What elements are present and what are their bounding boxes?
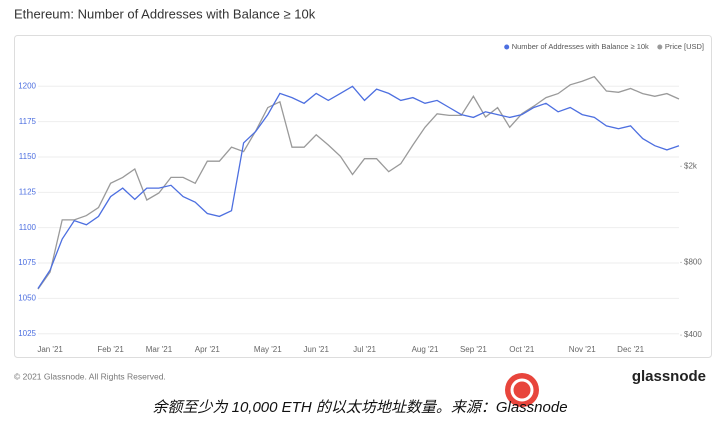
x-tick-label: Mar '21 — [146, 345, 173, 354]
x-tick-label: Sep '21 — [460, 345, 487, 354]
legend-label: Number of Addresses with Balance ≥ 10k — [512, 42, 649, 51]
legend-swatch — [504, 44, 510, 50]
y-tick-label: 1150 — [19, 152, 37, 161]
watermark-icon-ring — [510, 378, 534, 402]
y-tick-label: 1100 — [19, 223, 37, 232]
y-tick-label: 1025 — [18, 329, 36, 338]
x-tick-label: Jun '21 — [303, 345, 329, 354]
y-tick-label: 1200 — [18, 81, 36, 90]
x-tick-label: Jul '21 — [353, 345, 376, 354]
copyright: © 2021 Glassnode. All Rights Reserved. — [14, 371, 166, 381]
y2-tick-label: $2k — [684, 161, 698, 170]
series-line — [37, 75, 680, 290]
y2-tick-label: $400 — [684, 330, 702, 339]
legend-label: Price [USD] — [665, 42, 704, 51]
x-tick-label: Dec '21 — [617, 345, 644, 354]
x-tick-label: May '21 — [254, 345, 282, 354]
x-tick-label: Nov '21 — [569, 345, 596, 354]
series-line — [37, 85, 680, 289]
y-tick-label: 1125 — [19, 187, 37, 196]
x-tick-label: Oct '21 — [509, 345, 535, 354]
x-tick-label: Jan '21 — [37, 345, 63, 354]
x-tick-label: Aug '21 — [412, 345, 439, 354]
x-tick-label: Apr '21 — [195, 345, 221, 354]
y2-tick-label: $800 — [684, 258, 702, 267]
chart-frame — [14, 35, 712, 358]
y-tick-label: 1175 — [19, 117, 37, 126]
caption: 余额至少为 10,000 ETH 的以太坊地址数量。来源：Glassnode — [152, 399, 567, 416]
brand-logo: glassnode — [632, 368, 706, 385]
y-tick-label: 1075 — [18, 258, 36, 267]
watermark-icon — [505, 373, 539, 407]
chart-title: Ethereum: Number of Addresses with Balan… — [14, 6, 316, 21]
legend-swatch — [657, 44, 663, 50]
x-tick-label: Feb '21 — [97, 345, 124, 354]
y-tick-label: 1050 — [18, 293, 36, 302]
